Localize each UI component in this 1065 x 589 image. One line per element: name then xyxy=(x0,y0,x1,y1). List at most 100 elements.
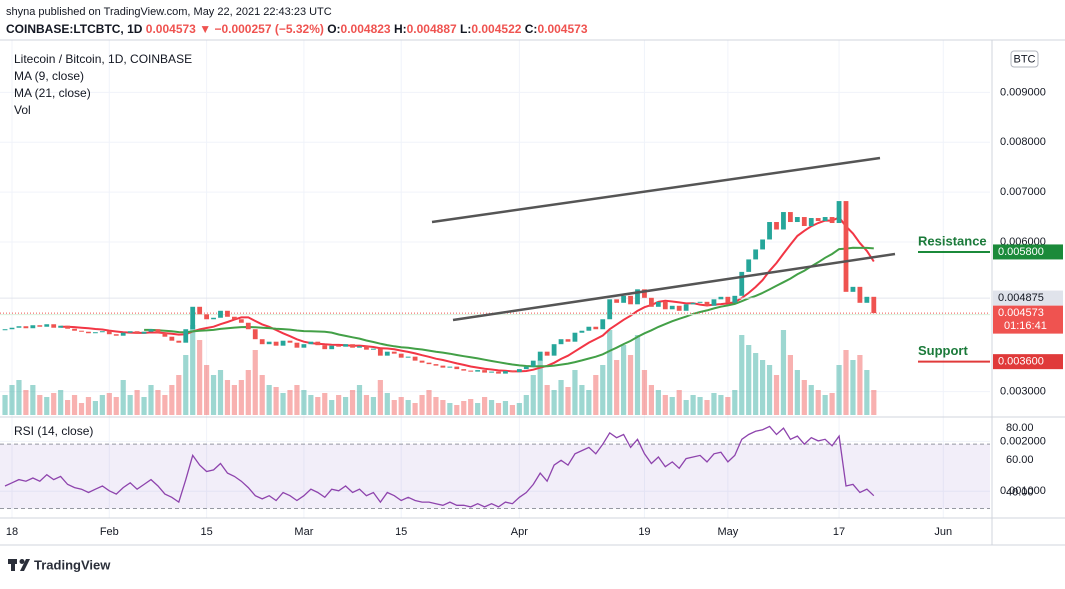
volume-bar xyxy=(565,387,571,415)
volume-bar xyxy=(391,400,397,415)
candle xyxy=(586,326,592,331)
candle xyxy=(801,217,807,227)
volume-bar xyxy=(808,385,814,415)
candle xyxy=(732,295,738,303)
candle xyxy=(259,339,265,345)
volume-bar xyxy=(120,380,126,415)
publisher: shyna published on TradingView.com, May … xyxy=(6,6,332,18)
volume-bar xyxy=(30,385,36,415)
volume-bar xyxy=(509,405,515,415)
grid-layer xyxy=(0,40,990,518)
ohlc-value: 0.004823 xyxy=(341,22,391,36)
x-tick-label: 17 xyxy=(833,526,845,538)
footer-brand: TradingView xyxy=(34,557,111,572)
x-tick-label: Jun xyxy=(934,526,952,538)
y-tick-label: 0.001000 xyxy=(1000,485,1046,497)
volume-bar xyxy=(99,395,105,415)
candle xyxy=(461,369,467,371)
volume-bar xyxy=(815,390,821,415)
candle xyxy=(593,326,599,330)
price-label-box xyxy=(993,354,1063,370)
volume-bar xyxy=(210,375,217,415)
volume-bar xyxy=(2,395,8,415)
volume-bar xyxy=(301,390,307,415)
change: −0.000257 (−5.32%) xyxy=(214,22,323,36)
candle xyxy=(16,326,22,328)
candle xyxy=(579,330,585,333)
candle xyxy=(391,351,397,354)
candle xyxy=(141,331,147,334)
candle xyxy=(683,304,689,311)
countdown: 01:16:41 xyxy=(1004,320,1047,332)
candle xyxy=(544,351,550,356)
candle xyxy=(336,345,342,347)
price-label-box xyxy=(993,244,1063,260)
price-label: 0.003600 xyxy=(998,356,1044,368)
volume-bar xyxy=(127,395,133,415)
candle xyxy=(162,332,168,337)
volume-bar xyxy=(363,395,370,415)
candle xyxy=(781,212,786,230)
currency-box[interactable] xyxy=(1010,50,1039,68)
last-price: 0.004573 xyxy=(146,22,196,36)
price-label: 0.005800 xyxy=(998,246,1044,258)
candle xyxy=(204,314,209,320)
candle xyxy=(843,201,849,292)
axis-layer: 0.0090000.0080000.0070000.0060000.003000… xyxy=(0,39,1065,546)
candle xyxy=(419,360,425,363)
candle xyxy=(697,301,703,303)
volume-bar xyxy=(71,395,78,415)
volume-bar xyxy=(447,403,453,415)
volume-bar xyxy=(92,401,98,415)
volume-bar xyxy=(801,380,807,415)
candle xyxy=(232,316,237,320)
candle xyxy=(621,295,626,303)
candle xyxy=(774,222,779,230)
volume-bar xyxy=(648,385,654,415)
volume-bar xyxy=(502,401,509,415)
candle xyxy=(468,370,474,372)
lower-channel-line xyxy=(452,252,896,322)
candle xyxy=(357,346,362,348)
volume-bar xyxy=(794,370,800,415)
candle xyxy=(669,305,675,310)
x-tick-label: 15 xyxy=(395,526,407,538)
volume-bar xyxy=(176,375,182,415)
footer-logo xyxy=(8,559,30,571)
y-tick-label: 0.003000 xyxy=(1000,385,1046,397)
volume-bar xyxy=(627,355,634,415)
candle xyxy=(614,299,620,303)
candle xyxy=(245,322,251,330)
y-tick-label: 0.009000 xyxy=(1000,86,1046,98)
volume-bar xyxy=(523,395,529,415)
price-label: 0.004573 xyxy=(998,307,1044,319)
candle xyxy=(662,301,668,310)
ohlc-value: 0.004522 xyxy=(471,22,521,36)
candle xyxy=(510,371,515,373)
x-tick-label: Feb xyxy=(100,526,119,538)
volume-bar xyxy=(44,397,50,415)
candle xyxy=(371,348,376,350)
volume-bar xyxy=(377,380,383,415)
x-tick-label: Apr xyxy=(511,526,528,538)
x-tick-label: 18 xyxy=(6,526,18,538)
currency[interactable]: BTC xyxy=(1014,53,1036,65)
candle xyxy=(412,356,418,361)
candle xyxy=(211,317,216,320)
candle xyxy=(350,344,355,348)
volume-bar xyxy=(773,375,780,415)
candle xyxy=(113,334,119,336)
volume-bar xyxy=(183,355,189,415)
volume-bar xyxy=(641,370,648,415)
candle xyxy=(704,301,710,306)
candle xyxy=(190,306,196,330)
volume-bar xyxy=(259,375,265,415)
candle xyxy=(475,370,481,372)
candle xyxy=(37,325,43,327)
rsi-band xyxy=(0,444,990,509)
candle xyxy=(238,319,244,323)
ohlc-value: 0.004887 xyxy=(407,22,457,36)
volume-bar xyxy=(572,370,578,415)
candle xyxy=(794,217,800,223)
